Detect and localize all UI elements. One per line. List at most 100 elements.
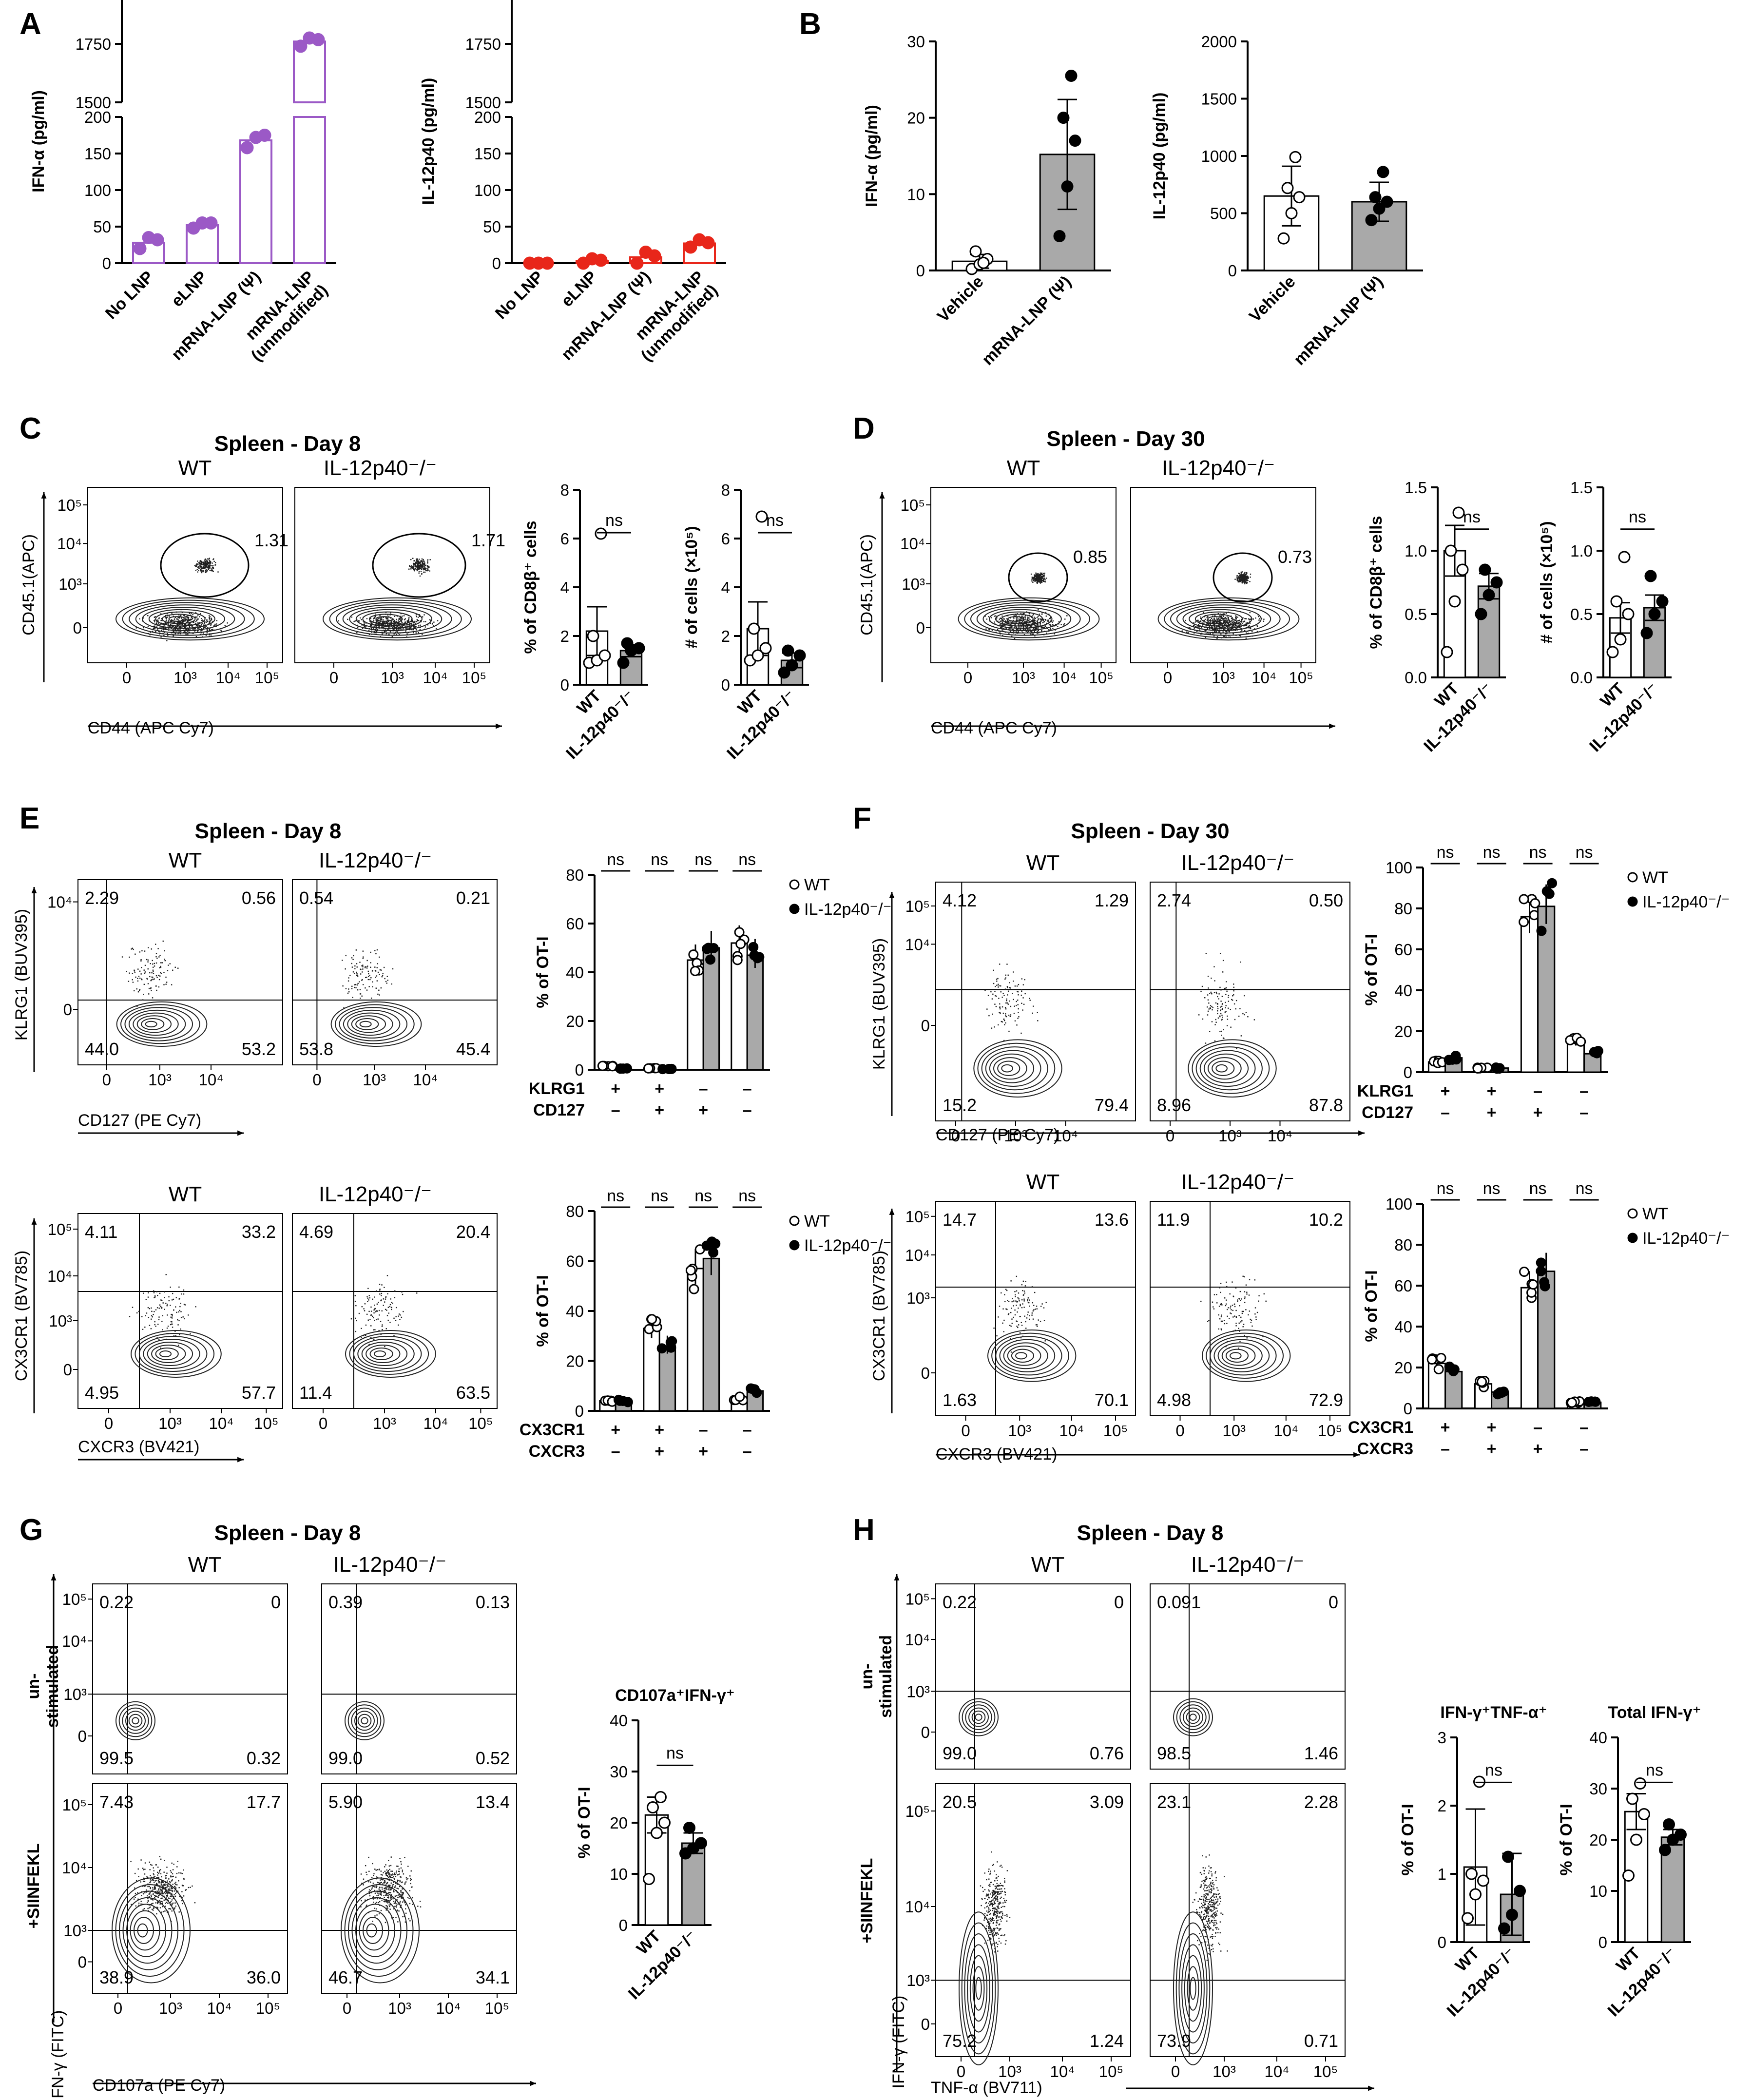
event-dot — [389, 627, 391, 629]
event-dot — [208, 562, 210, 563]
event-dot — [1217, 613, 1219, 615]
event-dot — [393, 618, 395, 620]
event-dot — [1010, 629, 1012, 631]
event-dot — [354, 965, 356, 967]
event-dot — [1004, 628, 1005, 630]
event-dot — [425, 621, 426, 622]
event-dot — [209, 561, 211, 562]
event-dot — [170, 1904, 171, 1906]
event-dot — [385, 612, 387, 613]
event-dot — [1225, 636, 1226, 638]
contour-line — [1208, 1057, 1242, 1080]
event-dot — [1229, 631, 1230, 632]
event-dot — [1243, 575, 1244, 577]
event-dot — [362, 964, 364, 966]
event-dot — [1215, 1002, 1217, 1004]
event-dot — [429, 570, 431, 572]
event-dot — [435, 625, 436, 626]
event-dot — [362, 971, 363, 973]
event-dot — [197, 618, 199, 620]
marker-sign: + — [1533, 1440, 1543, 1458]
event-dot — [374, 1304, 375, 1306]
event-dot — [1236, 578, 1238, 579]
event-dot — [1220, 1010, 1221, 1012]
data-point — [778, 666, 790, 679]
event-dot — [207, 567, 208, 569]
event-dot — [1250, 621, 1251, 622]
event-dot — [134, 990, 135, 992]
event-dot — [175, 1306, 176, 1308]
event-dot — [149, 1325, 151, 1326]
event-dot — [362, 984, 364, 985]
event-dot — [213, 625, 215, 627]
y-tick-label: 0 — [916, 619, 925, 637]
category-label: mRNA-LNP (Ψ) — [1290, 272, 1387, 369]
event-dot — [1207, 976, 1209, 977]
event-dot — [379, 994, 380, 996]
event-dot — [1042, 578, 1044, 579]
event-dot — [1050, 629, 1052, 630]
event-dot — [198, 568, 200, 569]
event-dot — [1223, 626, 1225, 627]
event-dot — [1219, 631, 1221, 633]
event-dot — [412, 620, 413, 621]
event-dot — [366, 965, 368, 967]
event-dot — [997, 629, 999, 630]
event-dot — [1240, 961, 1241, 963]
event-dot — [1214, 629, 1215, 631]
event-dot — [995, 618, 997, 620]
event-dot — [171, 1871, 172, 1873]
event-dot — [204, 621, 206, 623]
event-dot — [379, 1289, 381, 1290]
event-dot — [382, 1324, 383, 1326]
y-tick-label: 10⁵ — [905, 1208, 930, 1226]
contour — [131, 1330, 222, 1378]
contour-line — [1176, 604, 1271, 634]
event-dot — [177, 617, 179, 618]
event-dot — [1236, 1048, 1237, 1049]
event-dot — [1011, 623, 1013, 625]
event-dot — [1037, 624, 1039, 625]
data-point — [1519, 1267, 1530, 1277]
event-dot — [155, 631, 156, 633]
event-dot — [401, 1316, 403, 1318]
event-dot — [1244, 580, 1246, 582]
event-dot — [371, 634, 373, 635]
event-dot — [429, 622, 431, 624]
event-dot — [217, 571, 219, 573]
event-dot — [157, 1324, 159, 1325]
event-dot — [370, 951, 371, 953]
event-dot — [1028, 1302, 1030, 1304]
x-tick-label: 0 — [312, 1071, 321, 1089]
event-dot — [1037, 1020, 1039, 1021]
event-dot — [171, 1324, 173, 1325]
event-dot — [1001, 628, 1003, 629]
event-dot — [129, 1316, 131, 1317]
data-point — [1448, 595, 1461, 608]
event-dot — [1019, 616, 1020, 617]
event-dot — [1011, 632, 1013, 634]
quadrant-value: 4.12 — [943, 890, 977, 910]
event-dot — [1240, 571, 1242, 573]
event-dot — [192, 617, 193, 619]
event-dot — [1239, 619, 1240, 621]
event-dot — [377, 1310, 378, 1312]
event-dot — [152, 960, 153, 962]
event-dot — [988, 628, 990, 630]
quadrant-value: 13.6 — [1095, 1210, 1129, 1230]
event-dot — [396, 616, 398, 617]
quadrant-value: 0.21 — [456, 888, 490, 908]
event-dot — [402, 624, 404, 625]
x-arrow-head — [496, 723, 502, 729]
event-dot — [1038, 573, 1040, 575]
event-dot — [178, 1320, 180, 1322]
event-dot — [138, 990, 140, 991]
event-dot — [197, 630, 199, 631]
event-dot — [1211, 1005, 1213, 1007]
event-dot — [126, 970, 127, 972]
event-dot — [1048, 614, 1050, 615]
event-dot — [1226, 631, 1228, 633]
event-dot — [1221, 622, 1223, 624]
contour-line — [151, 1345, 186, 1363]
event-dot — [153, 1313, 154, 1315]
